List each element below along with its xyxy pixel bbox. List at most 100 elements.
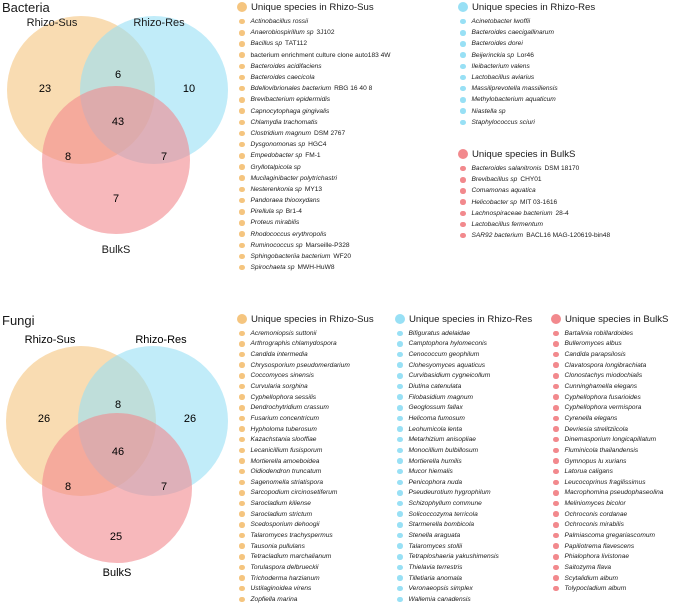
species-list-item: Coccomyces sinensis — [237, 371, 374, 382]
species-list-item: Staphylococcus sciuri — [458, 117, 595, 128]
species-name: Palmiascoma gregariascomum — [564, 531, 656, 539]
species-list-item: Bacteroides salanitronis DSM 18170 — [458, 163, 610, 174]
bullet-dot-icon — [397, 362, 403, 368]
species-list-item: Bacteroides dorei — [458, 38, 595, 49]
venn-circle-bulks — [42, 413, 192, 563]
species-name: Bacteroides caecicola — [250, 74, 315, 82]
species-strain: HGC4 — [308, 141, 327, 149]
species-name: Dinemasporium longicapillatum — [564, 436, 657, 444]
species-name: Chlamydia trachomatis — [250, 118, 318, 126]
species-name: Fluminicola thailandensis — [564, 446, 639, 454]
species-list-item: Geoglossum fallax — [395, 402, 532, 413]
bullet-dot-icon — [553, 543, 559, 549]
bullet-dot-icon — [397, 564, 403, 571]
list-header: Unique species in BulkS — [551, 313, 668, 325]
species-name: Helicoma fumosum — [408, 414, 465, 422]
species-name: Empedobacter sp — [250, 152, 303, 160]
species-name: Tausonia pullulans — [250, 542, 305, 550]
species-name: Comamonas aquatica — [471, 187, 536, 195]
species-name: Massiliprevotella massiliensis — [471, 85, 558, 93]
species-name: Macrophomina pseudophaseolina — [564, 489, 664, 497]
list-header-label: Unique species in Rhizo-Res — [409, 313, 533, 325]
species-list-item: Cyphellophora vermispora — [551, 402, 668, 413]
bullet-dot-icon — [397, 415, 403, 422]
bullet-dot-icon — [239, 97, 245, 103]
bullet-dot-icon — [553, 383, 559, 390]
species-list-item: Zopfiella marina — [237, 594, 374, 605]
species-name: Stenella araguata — [408, 531, 461, 539]
bullet-dot-icon — [239, 405, 245, 411]
bullet-dot-icon — [239, 532, 245, 539]
species-list-item: Saitozyma flava — [551, 562, 668, 573]
species-name: Veronaeopsis simplex — [408, 585, 473, 593]
species-list-item: Dysgonomonas sp HGC4 — [237, 139, 391, 150]
species-list: Bacteroides salanitronis DSM 18170 Breviba… — [458, 163, 610, 241]
species-list-item: Tetracladium marchalianum — [237, 551, 374, 562]
species-name: Helicobacter sp — [471, 198, 517, 206]
bacteria-list-bulks: Unique species in BulkS Bacteroides sala… — [458, 148, 610, 241]
species-list-item: Torulaspora delbrueckii — [237, 562, 374, 573]
species-list-item: Tolypocladium album — [551, 583, 668, 594]
species-name: Anaerobiospirillum sp — [250, 29, 314, 37]
fungi-list-rhizo-sus: Unique species in Rhizo-Sus Acremoniopsi… — [237, 313, 374, 605]
species-list-item: Mucor hiemalis — [395, 466, 532, 477]
legend-dot-icon — [395, 314, 405, 324]
species-list-item: Arthrographis chlamydospora — [237, 339, 374, 350]
species-name: Geoglossum fallax — [408, 404, 463, 412]
species-list-item: Actinobacillus rossii — [237, 16, 391, 27]
bullet-dot-icon — [239, 74, 245, 81]
species-name: Acinetobacter lwoffii — [471, 18, 531, 26]
bullet-dot-icon — [553, 554, 559, 560]
species-name: Diutina catenulata — [408, 383, 462, 391]
bullet-dot-icon — [239, 175, 245, 181]
bullet-dot-icon — [239, 220, 245, 226]
bullet-dot-icon — [397, 341, 403, 347]
bullet-dot-icon — [397, 394, 403, 400]
species-name: Lactobacillus fermentum — [471, 221, 543, 229]
species-name: Sarocladium kiliense — [250, 500, 311, 508]
bullet-dot-icon — [239, 394, 245, 400]
bullet-dot-icon — [239, 186, 245, 193]
bullet-dot-icon — [460, 177, 466, 183]
species-name: Dysgonomonas sp — [250, 141, 306, 149]
species-name: Talaromyces stollii — [408, 542, 463, 550]
species-name: Tilletiaria anomala — [408, 574, 462, 582]
species-list: Acinetobacter lwoffii Bacteroides caeciga… — [458, 16, 595, 128]
bullet-dot-icon — [397, 405, 403, 411]
species-list-item: Cunninghamella elegans — [551, 381, 668, 392]
bullet-dot-icon — [239, 253, 245, 260]
venn-count-res-bulk: 7 — [161, 151, 167, 163]
species-name: Clostridium magnum — [250, 129, 311, 137]
species-list-item: Niastella sp — [458, 106, 595, 117]
species-list-item: Brevibacterium epidermidis — [237, 94, 391, 105]
species-strain: MY13 — [304, 185, 323, 193]
bullet-dot-icon — [553, 362, 559, 368]
bullet-dot-icon — [239, 479, 245, 486]
species-list-item: Talaromyces trachyspermus — [237, 530, 374, 541]
bullet-dot-icon — [239, 415, 245, 422]
species-name: Ustilaginoidea virens — [250, 585, 312, 593]
venn-count-sus-res: 6 — [115, 69, 121, 81]
species-list-item: Nesterenkonia sp MY13 — [237, 184, 391, 195]
species-list-item: Pseudeurotium hygrophilum — [395, 488, 532, 499]
species-name: Camptophora hylomeconis — [408, 340, 487, 348]
bullet-dot-icon — [460, 97, 466, 103]
bullet-dot-icon — [239, 351, 245, 358]
bullet-dot-icon — [397, 373, 403, 379]
bullet-dot-icon — [553, 458, 559, 464]
species-list-item: Candida parapsilosis — [551, 349, 668, 360]
species-name: Sarocladium strictum — [250, 510, 313, 518]
species-name: Zopfiella marina — [250, 595, 298, 603]
species-name: Kazachstania slooffiae — [250, 436, 317, 444]
species-list-item: Veronaeopsis simplex — [395, 583, 532, 594]
species-name: Trichoderma harzianum — [250, 574, 320, 582]
species-list-item: Cyphellophora fusarioides — [551, 392, 668, 403]
species-name: Bulleromyces albus — [564, 340, 622, 348]
bullet-dot-icon — [553, 490, 559, 496]
species-name: Mortierella humilis — [408, 457, 462, 465]
species-list-item: Thielavia terrestris — [395, 562, 532, 573]
species-list-item: Metarhizium anisopliae — [395, 434, 532, 445]
species-list-item: Bifiguratus adelaidae — [395, 328, 532, 339]
species-list-item: Lactobacillus aviarius — [458, 72, 595, 83]
bullet-dot-icon — [239, 341, 245, 347]
